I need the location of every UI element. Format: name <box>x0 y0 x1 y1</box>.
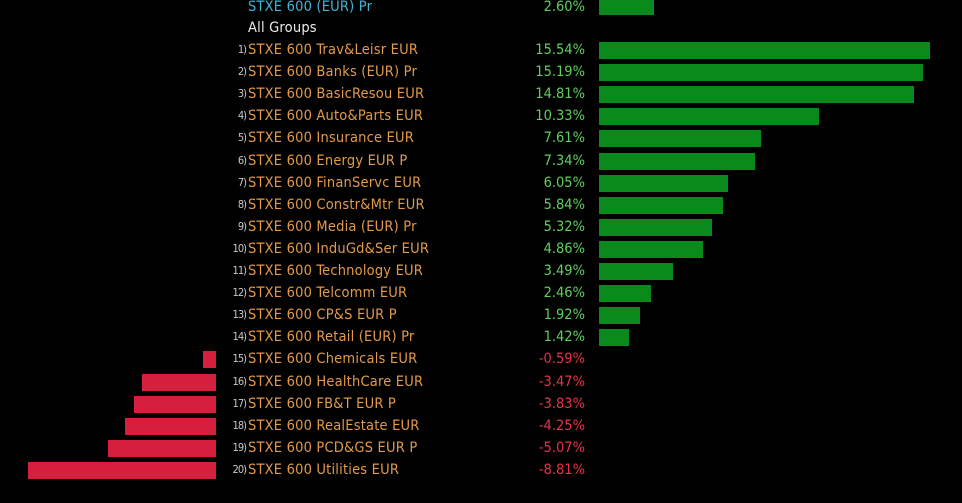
bar <box>599 196 724 214</box>
bar <box>599 240 703 258</box>
bar <box>599 108 820 126</box>
row-index: 15) <box>232 352 247 366</box>
row-index: 10) <box>232 241 247 255</box>
data-label: 7.61% <box>543 130 585 147</box>
data-label: 5.32% <box>543 218 585 235</box>
sector-name[interactable]: STXE 600 CP&S EUR P <box>248 307 397 324</box>
bar <box>28 461 216 479</box>
data-label: 2.46% <box>543 285 585 302</box>
bar <box>134 395 216 413</box>
benchmark-bar <box>599 0 655 15</box>
row-index: 18) <box>232 418 247 432</box>
sector-name[interactable]: STXE 600 Technology EUR <box>248 263 424 279</box>
row-index: 7) <box>237 175 247 189</box>
data-label: 4.86% <box>543 240 585 257</box>
data-label: -0.59% <box>538 351 585 368</box>
bar <box>599 130 762 148</box>
sector-name[interactable]: STXE 600 Retail (EUR) Pr <box>248 329 415 346</box>
sector-name[interactable]: STXE 600 FB&T EUR P <box>248 395 396 412</box>
sector-name[interactable]: STXE 600 Trav&Leisr EUR <box>248 42 419 58</box>
bar <box>599 152 756 170</box>
group-label: All Groups <box>248 20 317 36</box>
bar <box>599 307 640 325</box>
row-index: 1) <box>237 43 247 56</box>
data-label: 6.05% <box>543 174 585 191</box>
data-label: -8.81% <box>538 461 585 478</box>
sector-name[interactable]: STXE 600 RealEstate EUR <box>248 417 420 434</box>
row-index: 4) <box>237 109 247 123</box>
data-label: -5.07% <box>538 439 585 456</box>
bar <box>599 285 652 303</box>
row-index: 12) <box>232 286 247 300</box>
row-index: 20) <box>232 462 247 476</box>
sector-name[interactable]: STXE 600 BasicResou EUR <box>248 86 425 103</box>
data-label: 7.34% <box>543 152 585 169</box>
bar <box>599 64 923 82</box>
data-label: 10.33% <box>535 108 585 125</box>
row-index: 16) <box>232 374 247 388</box>
sector-name[interactable]: STXE 600 Banks (EUR) Pr <box>248 64 418 81</box>
row-index: 13) <box>232 308 247 322</box>
bar <box>599 329 630 347</box>
bar <box>142 373 216 391</box>
row-index: 19) <box>232 440 247 454</box>
row-index: 6) <box>237 153 247 167</box>
data-label: -3.83% <box>538 395 585 412</box>
row-index: 8) <box>237 197 247 211</box>
row-index: 3) <box>237 87 247 101</box>
benchmark-value: 2.60% <box>543 0 585 15</box>
sector-name[interactable]: STXE 600 FinanServc EUR <box>248 174 422 191</box>
sector-name[interactable]: STXE 600 Utilities EUR <box>248 461 400 478</box>
bar <box>599 86 915 104</box>
row-index: 9) <box>237 219 247 233</box>
benchmark-name: STXE 600 (EUR) Pr <box>248 0 373 15</box>
data-label: 5.84% <box>543 196 585 213</box>
sector-name[interactable]: STXE 600 InduGd&Ser EUR <box>248 240 430 257</box>
row-index: 2) <box>237 65 247 79</box>
sector-name[interactable]: STXE 600 Telcomm EUR <box>248 285 408 302</box>
row-index: 17) <box>232 396 247 410</box>
sector-name[interactable]: STXE 600 HealthCare EUR <box>248 373 424 390</box>
bar <box>599 42 930 59</box>
data-label: -4.25% <box>538 417 585 434</box>
data-label: 3.49% <box>543 263 585 279</box>
data-label: 1.42% <box>543 329 585 346</box>
row-index: 5) <box>237 131 247 145</box>
sector-name[interactable]: STXE 600 Media (EUR) Pr <box>248 218 417 235</box>
bar <box>203 351 216 369</box>
data-label: 1.92% <box>543 307 585 324</box>
row-index: 14) <box>232 330 247 344</box>
bar <box>599 263 674 280</box>
sector-name[interactable]: STXE 600 Insurance EUR <box>248 130 415 147</box>
data-label: 15.54% <box>535 42 585 58</box>
sector-name[interactable]: STXE 600 Chemicals EUR <box>248 351 418 368</box>
bar <box>599 174 728 192</box>
sector-name[interactable]: STXE 600 Auto&Parts EUR <box>248 108 424 125</box>
bar <box>108 439 216 457</box>
row-index: 11) <box>232 264 247 277</box>
data-label: 15.19% <box>535 64 585 81</box>
bar <box>599 218 713 236</box>
sector-name[interactable]: STXE 600 Energy EUR P <box>248 152 408 169</box>
bar <box>125 417 216 435</box>
sector-name[interactable]: STXE 600 PCD&GS EUR P <box>248 439 418 456</box>
data-label: -3.47% <box>538 373 585 390</box>
sector-name[interactable]: STXE 600 Constr&Mtr EUR <box>248 196 425 213</box>
data-label: 14.81% <box>535 86 585 103</box>
